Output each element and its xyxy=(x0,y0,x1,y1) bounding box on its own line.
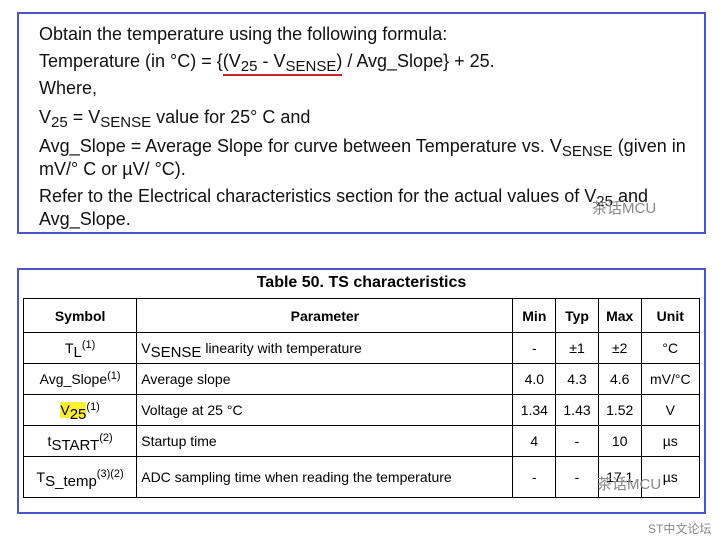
symbol-cell: TS_temp(3)(2) xyxy=(22,456,138,498)
symbol: TS_temp(3)(2) xyxy=(36,468,124,490)
parameter-part: Startup time xyxy=(141,433,217,449)
symbol: TL(1) xyxy=(64,339,96,361)
symbol-part: (1) xyxy=(107,370,121,382)
parameter-cell: Average slope xyxy=(136,363,514,395)
symbol: Avg_Slope(1) xyxy=(39,370,121,388)
formula-line: Temperature (in °C) = {(V25 - VSENSE) / … xyxy=(39,51,495,76)
symbol-cell: tSTART(2) xyxy=(22,425,138,457)
parameter-cell: Voltage at 25 °C xyxy=(136,394,514,426)
symbol-part: Avg_Slope xyxy=(39,371,108,387)
formula-line: Refer to the Electrical characteristics … xyxy=(39,186,648,229)
symbol-part: T xyxy=(36,469,46,485)
table: Symbol Parameter Min Typ Max Unit TL(1) VSENSE… xyxy=(22,298,701,498)
parameter-part: Average slope xyxy=(141,371,231,387)
value-cell: 4.6 xyxy=(597,363,642,395)
symbol-cell: Avg_Slope(1) xyxy=(22,363,138,395)
value-cell: 4.0 xyxy=(512,363,557,395)
table-row: Avg_Slope(1) Average slope 4.0 4.3 4.6 mV/°C xyxy=(22,363,701,395)
watermark: 茶话MCU xyxy=(597,476,662,493)
underline: (V25 - VSENSE) xyxy=(222,51,343,76)
symbol: tSTART(2) xyxy=(47,432,113,454)
table-box: Table 50. TS characteristics Symbol Param… xyxy=(17,268,706,514)
header-cell: Parameter xyxy=(136,298,514,333)
header-cell: Max xyxy=(597,298,642,333)
parameter-part: ADC sampling time when reading the tempe… xyxy=(141,469,452,485)
formula-line: Obtain the temperature using the followi… xyxy=(39,24,448,44)
header-cell: Min xyxy=(512,298,557,333)
table-row: TL(1) VSENSE linearity with temperature - ±… xyxy=(22,332,701,364)
symbol-part: (2) xyxy=(99,432,113,444)
parameter-cell: Startup time xyxy=(136,425,514,457)
value-cell: V xyxy=(640,394,701,426)
formula-line: Where, xyxy=(39,78,98,98)
formula-line: Avg_Slope = Average Slope for curve betw… xyxy=(39,136,686,179)
symbol-part: (3)(2) xyxy=(96,468,124,480)
symbol-part: t xyxy=(47,433,52,449)
table-row: tSTART(2) Startup time 4-10 µs xyxy=(22,425,701,457)
symbol-part: V xyxy=(60,402,70,418)
symbol-part: (1) xyxy=(81,339,96,351)
value-cell: mV/°C xyxy=(640,363,701,395)
value-cell: µs xyxy=(640,456,701,498)
parameter-cell: VSENSE linearity with temperature xyxy=(136,332,514,364)
watermark: ST中文论坛 xyxy=(648,522,712,536)
value-cell: - xyxy=(555,425,599,457)
symbol-part: (1) xyxy=(86,401,100,413)
parameter-part: SENSE xyxy=(150,344,202,361)
value-cell: - xyxy=(555,456,599,498)
parameter-part: linearity with temperature xyxy=(201,340,362,356)
value-cell: 4 xyxy=(512,425,557,457)
symbol-part: L xyxy=(73,344,82,361)
value-cell: 17.1 xyxy=(597,456,642,498)
symbol: V25 xyxy=(60,402,87,422)
value-cell: ±2 xyxy=(597,332,642,364)
table-row: V25(1) Voltage at 25 °C 1.34 1.43 1.52 V xyxy=(22,394,701,426)
formula-box: Obtain the temperature using the followi… xyxy=(17,12,706,234)
value-cell: 4.3 xyxy=(555,363,599,395)
watermark: 茶话MCU xyxy=(592,200,657,217)
symbol-part: T xyxy=(64,340,74,356)
value-cell: °C xyxy=(640,332,701,364)
parameter-cell: ADC sampling time when reading the tempe… xyxy=(136,456,514,498)
symbol-cell: V25(1) xyxy=(22,394,138,426)
header-cell: Symbol xyxy=(22,298,138,333)
value-cell: ±1 xyxy=(555,332,599,364)
table-title: Table 50. TS characteristics xyxy=(256,274,467,291)
value-cell: 1.34 xyxy=(512,394,557,426)
value-cell: - xyxy=(512,456,557,498)
symbol-part: 25 xyxy=(69,406,87,423)
value-cell: 1.43 xyxy=(555,394,599,426)
formula-line: V25 = VSENSE value for 25° C and xyxy=(39,107,311,131)
symbol-part: S_temp xyxy=(45,473,97,490)
table-row: TS_temp(3)(2) ADC sampling time when read… xyxy=(22,456,701,498)
value-cell: - xyxy=(512,332,557,364)
parameter-part: V xyxy=(141,340,151,356)
header-cell: Unit xyxy=(640,298,701,333)
symbol-cell: TL(1) xyxy=(22,332,138,364)
header-cell: Typ xyxy=(555,298,599,333)
value-cell: µs xyxy=(640,425,701,457)
value-cell: 10 xyxy=(597,425,642,457)
parameter-part: Voltage at 25 °C xyxy=(141,402,243,418)
symbol-part: START xyxy=(51,437,100,454)
value-cell: 1.52 xyxy=(597,394,642,426)
